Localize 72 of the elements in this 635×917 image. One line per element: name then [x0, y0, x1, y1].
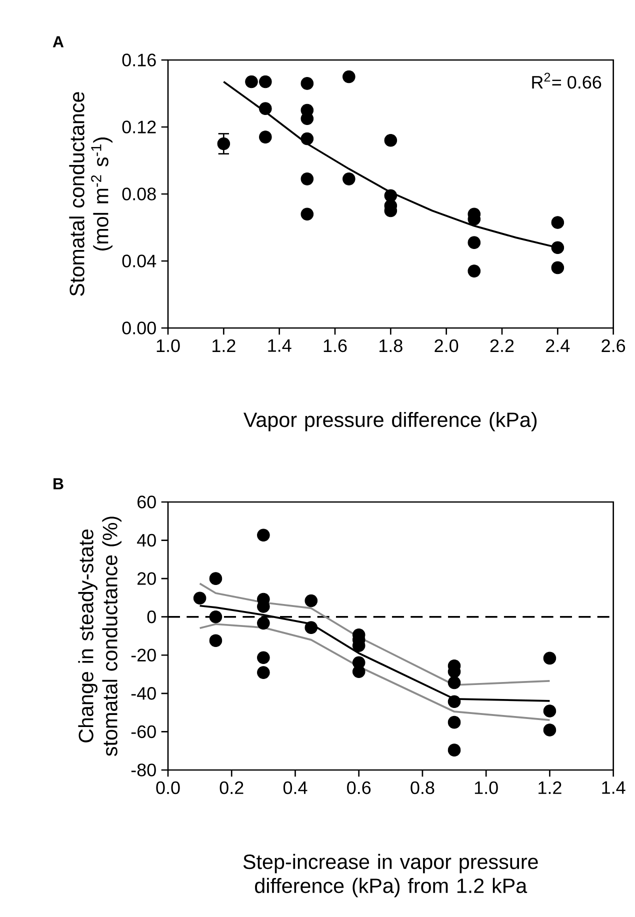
point: [384, 134, 398, 147]
y-tick-label: 0.04: [122, 254, 156, 268]
point: [468, 264, 481, 278]
point: [209, 572, 222, 585]
point: [543, 704, 556, 718]
x-tick-label: 1.2: [538, 781, 562, 794]
point: [259, 102, 272, 115]
chart-title: B: [54, 478, 64, 490]
point: [448, 676, 461, 690]
y-tick-label: -40: [131, 687, 156, 700]
annotation: R$^{2}$= 0.66: [532, 72, 602, 89]
y-tick-label: 20: [137, 572, 156, 585]
x-tick-label: 0.8: [410, 781, 434, 794]
point: [551, 216, 564, 229]
x-tick-label: 1.8: [380, 339, 402, 352]
x-tick-label: 1.2: [212, 339, 236, 352]
point: [209, 634, 222, 647]
x-tick-label: 1.0: [474, 781, 498, 794]
point: [448, 744, 461, 756]
point: [259, 75, 272, 88]
point: [543, 652, 556, 665]
x-tick-label: 0.6: [347, 781, 371, 794]
x-tick-label: 1.4: [268, 339, 292, 352]
point: [551, 261, 564, 274]
y-tick-label: -60: [131, 725, 156, 738]
x-axis-title: Vapor pressure difference (kPa): [244, 412, 537, 432]
point: [257, 651, 270, 664]
point: [217, 137, 230, 150]
x-tick-label: 0.4: [283, 781, 308, 794]
point: [193, 592, 206, 604]
x-tick-label: 2.6: [602, 339, 626, 352]
point: [209, 610, 222, 624]
point: [342, 172, 356, 186]
point: [257, 528, 270, 542]
y-tick-label: -20: [131, 648, 156, 662]
point: [448, 695, 461, 708]
point: [342, 70, 356, 84]
chart-title: A: [52, 36, 64, 48]
x-tick-label: 1.0: [156, 339, 180, 352]
x-tick-label: 1.4: [602, 781, 626, 794]
point: [300, 112, 314, 126]
point: [543, 724, 556, 736]
point: [304, 594, 318, 608]
point: [304, 621, 318, 634]
point: [468, 236, 481, 249]
point: [245, 75, 258, 88]
x-tick-label: 0.0: [156, 781, 180, 794]
point: [448, 716, 461, 729]
x-tick-label: 2.4: [546, 339, 570, 352]
point: [300, 208, 314, 220]
x-tick-label: 2.2: [490, 339, 514, 352]
x-axis-title: Step-increase in vapor pressure difference (kPa) from 1.2 kPa: [243, 854, 538, 898]
point: [300, 172, 314, 186]
y-tick-label: 0.12: [122, 120, 156, 134]
x-tick-label: 1.6: [324, 339, 347, 352]
x-tick-label: 0.2: [220, 781, 244, 794]
x-tick-label: 2.0: [434, 339, 458, 352]
y-tick-label: 60: [138, 496, 156, 508]
y-axis-title: Change in steady-state stomatal conductance (%): [78, 516, 122, 756]
y-tick-label: 0.08: [122, 188, 156, 200]
point: [551, 241, 564, 254]
point: [300, 77, 314, 90]
y-tick-label: -80: [131, 764, 156, 776]
point: [257, 666, 270, 679]
point: [300, 132, 314, 146]
y-tick-label: 0.16: [122, 54, 156, 66]
point: [259, 130, 272, 144]
y-tick-label: 0: [147, 610, 156, 624]
point: [352, 665, 366, 678]
y-tick-label: 40: [137, 534, 156, 547]
y-tick-label: 0.00: [122, 322, 156, 334]
point: [257, 616, 270, 630]
